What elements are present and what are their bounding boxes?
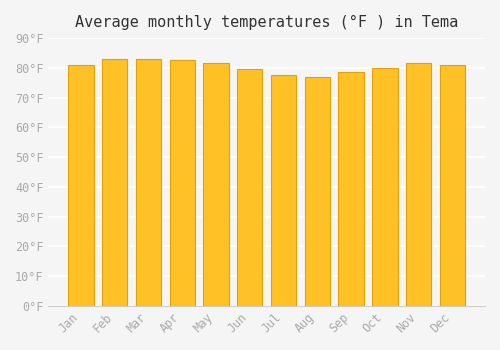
- Bar: [338, 72, 364, 306]
- Bar: [170, 61, 195, 306]
- Bar: [406, 63, 431, 306]
- Bar: [136, 59, 161, 306]
- Title: Average monthly temperatures (°F ) in Tema: Average monthly temperatures (°F ) in Te…: [75, 15, 458, 30]
- Bar: [237, 69, 262, 306]
- Bar: [372, 68, 398, 306]
- Bar: [271, 75, 296, 306]
- Bar: [440, 65, 465, 306]
- Bar: [68, 65, 94, 306]
- Bar: [304, 77, 330, 306]
- Bar: [204, 63, 229, 306]
- Bar: [102, 59, 128, 306]
